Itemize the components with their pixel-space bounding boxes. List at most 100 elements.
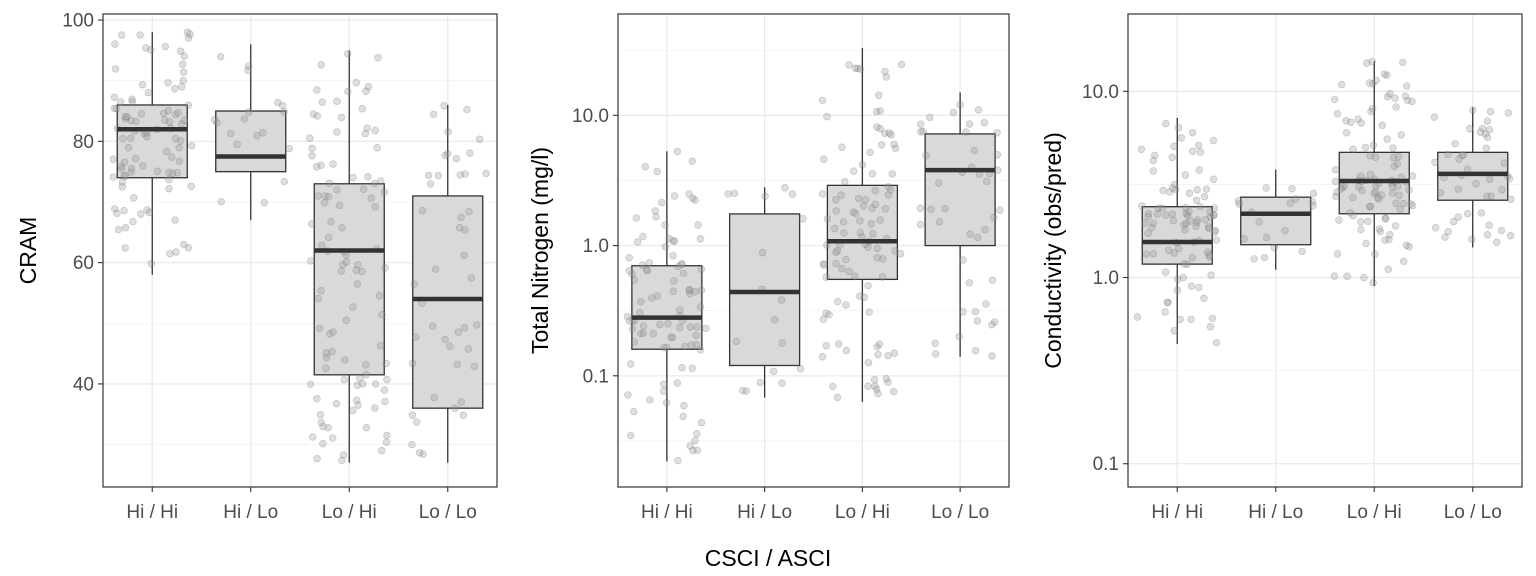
data-point [697,286,706,295]
data-point [1209,136,1218,145]
data-point [1349,145,1357,153]
data-point [732,337,741,346]
data-point [165,185,173,193]
data-point [327,217,335,226]
data-point [1164,298,1172,307]
data-point [1144,212,1152,221]
data-point [1193,186,1201,194]
data-point [332,400,341,408]
data-point [362,423,371,432]
data-point [673,147,681,156]
data-point [1347,118,1355,127]
data-point [1262,233,1271,242]
data-point [1158,204,1166,212]
data-point [632,214,640,222]
x-tick-label: Hi / Hi [641,502,693,523]
data-point [941,204,949,213]
data-point [1395,191,1403,199]
data-point [681,342,689,351]
data-point [375,292,384,300]
data-point [1476,128,1485,136]
data-point [349,406,357,415]
data-point [888,170,896,178]
data-point [306,380,315,388]
data-point [993,129,1001,137]
data-point [820,261,828,269]
data-point [1402,241,1411,250]
data-point [1212,339,1221,347]
data-point [130,194,138,202]
data-point [339,451,348,459]
box-conductivity-3 [1437,151,1509,201]
data-point [685,286,694,295]
data-point [1458,151,1466,160]
data-point [412,333,420,341]
data-point [778,379,786,387]
data-point [444,128,452,136]
data-point [356,374,364,382]
data-point [240,115,249,123]
data-point [856,228,865,237]
data-point [1200,294,1208,302]
data-point [864,382,872,390]
data-point [1170,327,1179,335]
data-point [1187,315,1195,324]
data-point [1212,236,1221,244]
data-point [1169,216,1178,225]
data-point [413,418,421,426]
data-point [1481,130,1490,138]
data-point [466,149,474,157]
data-point [959,256,967,264]
data-point [652,213,660,221]
data-point [670,192,679,200]
data-point [916,220,925,229]
data-point [1454,213,1462,221]
data-point [121,244,129,252]
data-point [362,87,370,96]
data-point [316,411,325,419]
data-point [179,60,187,68]
data-point [306,134,314,142]
data-point [1391,94,1399,102]
data-point [424,171,433,180]
data-point [1454,185,1463,193]
data-point [440,101,448,110]
data-point [408,411,417,419]
data-point [935,218,944,226]
data-point [1375,225,1384,233]
data-point [1377,191,1386,199]
data-point [1431,224,1440,232]
box-cram-1 [215,110,287,173]
data-point [1381,236,1389,244]
data-point [878,273,887,281]
data-point [781,184,789,192]
data-point [1173,275,1182,283]
data-point [1173,286,1182,294]
data-point [184,101,193,110]
data-point [1483,117,1492,125]
data-point [165,168,173,177]
data-point [897,60,906,69]
data-point [123,113,131,121]
panel-border [102,13,498,488]
data-point [669,237,677,245]
y-tick-label: 1.0 [583,236,609,257]
data-point [1466,124,1474,133]
box-total-nitrogen-2 [826,184,899,281]
data-point [1333,188,1341,196]
data-point [358,105,366,113]
data-point [467,274,475,282]
data-point [1205,224,1213,233]
data-point [842,301,850,309]
data-point [1206,208,1214,216]
data-point [636,309,644,317]
data-point [1339,183,1347,192]
data-point [861,196,870,204]
data-point [867,220,875,228]
data-point [1372,76,1380,85]
data-point [670,237,679,246]
data-point [461,170,469,178]
data-point [313,454,321,463]
data-point [1188,147,1197,156]
data-point [1183,260,1192,268]
